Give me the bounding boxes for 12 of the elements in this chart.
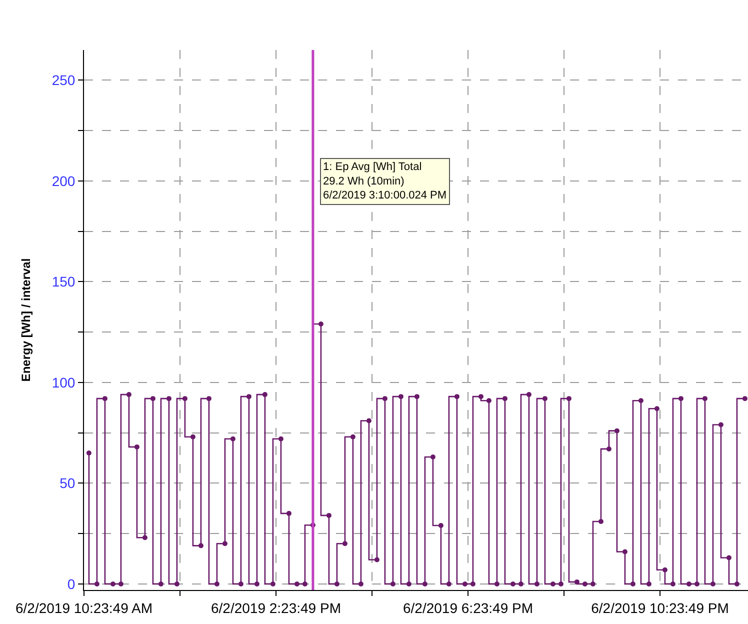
x-tick-label: 6/2/2019 10:23:49 PM bbox=[591, 600, 729, 616]
y-axis-title: Energy [Wh] / interval bbox=[19, 258, 34, 382]
x-tick-label: 6/2/2019 10:23:49 AM bbox=[16, 600, 152, 616]
y-tick-label: 150 bbox=[52, 274, 76, 290]
y-tick-label: 50 bbox=[60, 475, 76, 492]
y-tick-label: 200 bbox=[52, 172, 76, 189]
x-tick-label: 6/2/2019 2:23:49 PM bbox=[211, 600, 341, 616]
y-tick-label: 0 bbox=[67, 576, 76, 592]
x-tick-label: 6/2/2019 6:23:49 PM bbox=[403, 600, 534, 616]
annotation: 1: Ep Avg [Wh] Total 29.2 Wh (10min) 6/2/2019 3:10:00.024 PM bbox=[323, 161, 447, 202]
y-tick-label: 250 bbox=[52, 72, 76, 88]
y-tick-label: 100 bbox=[52, 374, 76, 390]
